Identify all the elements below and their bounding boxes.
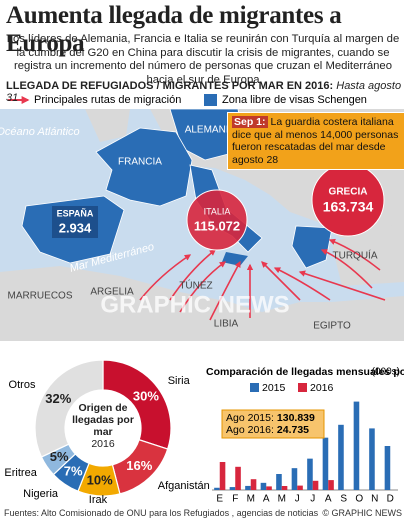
slice-value-label: 7%: [64, 463, 83, 478]
credit: © GRAPHIC NEWS: [322, 508, 402, 518]
x-tick-label: E: [216, 494, 223, 505]
slice-category-label: Afganistán: [158, 480, 210, 492]
country-label: LIBIA: [214, 319, 239, 330]
arrival-country: ESPAÑA: [57, 208, 94, 218]
footer: Fuentes: Alto Comisionado de ONU para lo…: [4, 508, 402, 518]
x-tick-label: M: [247, 494, 255, 505]
bar: [322, 437, 329, 490]
bar: [297, 485, 303, 490]
country-label: ALEMANIA: [185, 125, 236, 136]
bar: [229, 487, 236, 490]
subhead: LLEGADA DE REFUGIADOS / MIGRANTES POR MA…: [6, 80, 404, 104]
bar: [384, 446, 391, 490]
slice-category-label: Irak: [89, 494, 108, 506]
bar: [312, 480, 319, 490]
legend-label: 2016: [310, 382, 334, 394]
annotation-value: 24.735: [277, 424, 309, 436]
annotation-label: Ago 2015:: [226, 412, 274, 424]
annotation: Ago 2015: 130.839: [226, 412, 315, 424]
arrival-figure: 2.934: [59, 220, 92, 235]
subhead-note: Hasta agosto 31: [6, 80, 402, 104]
slice-category-label: Nigeria: [23, 488, 59, 500]
x-tick-label: O: [355, 494, 363, 505]
donut-title-text: Origen de llegadas por mar: [72, 402, 134, 438]
x-tick-label: M: [278, 494, 286, 505]
bar: [266, 486, 272, 490]
arrival-figure: 115.072: [194, 218, 240, 233]
bar: [369, 428, 375, 490]
title: Aumenta llegada de migrantes a Europa: [6, 2, 342, 57]
x-tick-label: S: [340, 494, 347, 505]
x-tick-label: F: [232, 494, 238, 505]
annotation-box: [221, 409, 325, 439]
callout-text: La guardia costera italiana dice que al …: [232, 116, 399, 166]
country-label: EGIPTO: [313, 321, 351, 332]
slice-value-label: 32%: [45, 391, 71, 406]
callout-label: Sep 1:: [232, 116, 268, 128]
bar: [276, 474, 282, 490]
bar: [281, 486, 288, 490]
intro-text: Los líderes de Alemania, Francia e Itali…: [6, 33, 400, 86]
arrival-figure: 163.734: [323, 199, 374, 215]
bar: [353, 401, 360, 490]
country-label: TÚNEZ: [179, 279, 212, 292]
x-tick-label: J: [310, 494, 315, 505]
x-tick-label: N: [371, 494, 378, 505]
slice-category-label: Otros: [9, 379, 36, 391]
slice-value-label: 30%: [133, 388, 159, 403]
arrival-country: ITALIA: [204, 206, 231, 216]
ocean-label: Océano Atlántico: [0, 126, 80, 138]
bar: [250, 479, 257, 490]
bar: [338, 424, 344, 490]
country-label: FRANCIA: [118, 157, 162, 168]
bar: [291, 468, 298, 490]
y-axis-label: (000s): [372, 367, 400, 378]
legend-swatch: [298, 383, 307, 392]
annotation: Ago 2016: 24.735: [226, 424, 309, 436]
country-label: TURQUÍA: [333, 249, 378, 262]
donut-subtitle: 2016: [91, 438, 115, 450]
bar: [260, 482, 267, 490]
callout: Sep 1: La guardia costera italiana dice q…: [227, 112, 404, 170]
slice-value-label: 10%: [87, 472, 113, 487]
bar: [307, 458, 313, 490]
x-tick-label: A: [263, 494, 270, 505]
bar: [219, 462, 226, 490]
country-label: MARRUECOS: [7, 291, 72, 302]
bar-chart-title: Comparación de llegadas mensuales por ma…: [206, 366, 404, 378]
legend-label: 2015: [262, 382, 286, 394]
legend-label: Principales rutas de migración: [34, 94, 181, 106]
x-tick-label: D: [387, 494, 394, 505]
bar: [214, 487, 220, 490]
x-tick-label: J: [295, 494, 300, 505]
slice-category-label: Eritrea: [4, 467, 37, 479]
annotation-label: Ago 2016:: [226, 424, 274, 436]
donut-title: Origen de llegadas por mar 2016: [68, 402, 138, 450]
legend-swatch: [250, 383, 259, 392]
legend-label: Zona libre de visas Schengen: [222, 94, 367, 106]
bar: [245, 485, 251, 490]
x-tick-label: A: [325, 494, 332, 505]
annotation-value: 130.839: [277, 412, 315, 424]
slice-category-label: Siria: [168, 375, 191, 387]
slice-value-label: 16%: [126, 458, 152, 473]
schengen-legend-icon: [204, 94, 217, 106]
source: Fuentes: Alto Comisionado de ONU para lo…: [4, 508, 319, 518]
arrival-country: GRECIA: [329, 187, 368, 198]
slice-value-label: 5%: [50, 449, 69, 464]
bar: [328, 480, 334, 490]
watermark: GRAPHIC NEWS: [100, 291, 289, 318]
country-label: ARGELIA: [90, 287, 134, 298]
donut-slice: [102, 359, 172, 450]
donut-slice: [34, 359, 104, 458]
subhead-label: LLEGADA DE REFUGIADOS / MIGRANTES POR MA…: [6, 80, 334, 92]
bar: [235, 466, 241, 490]
